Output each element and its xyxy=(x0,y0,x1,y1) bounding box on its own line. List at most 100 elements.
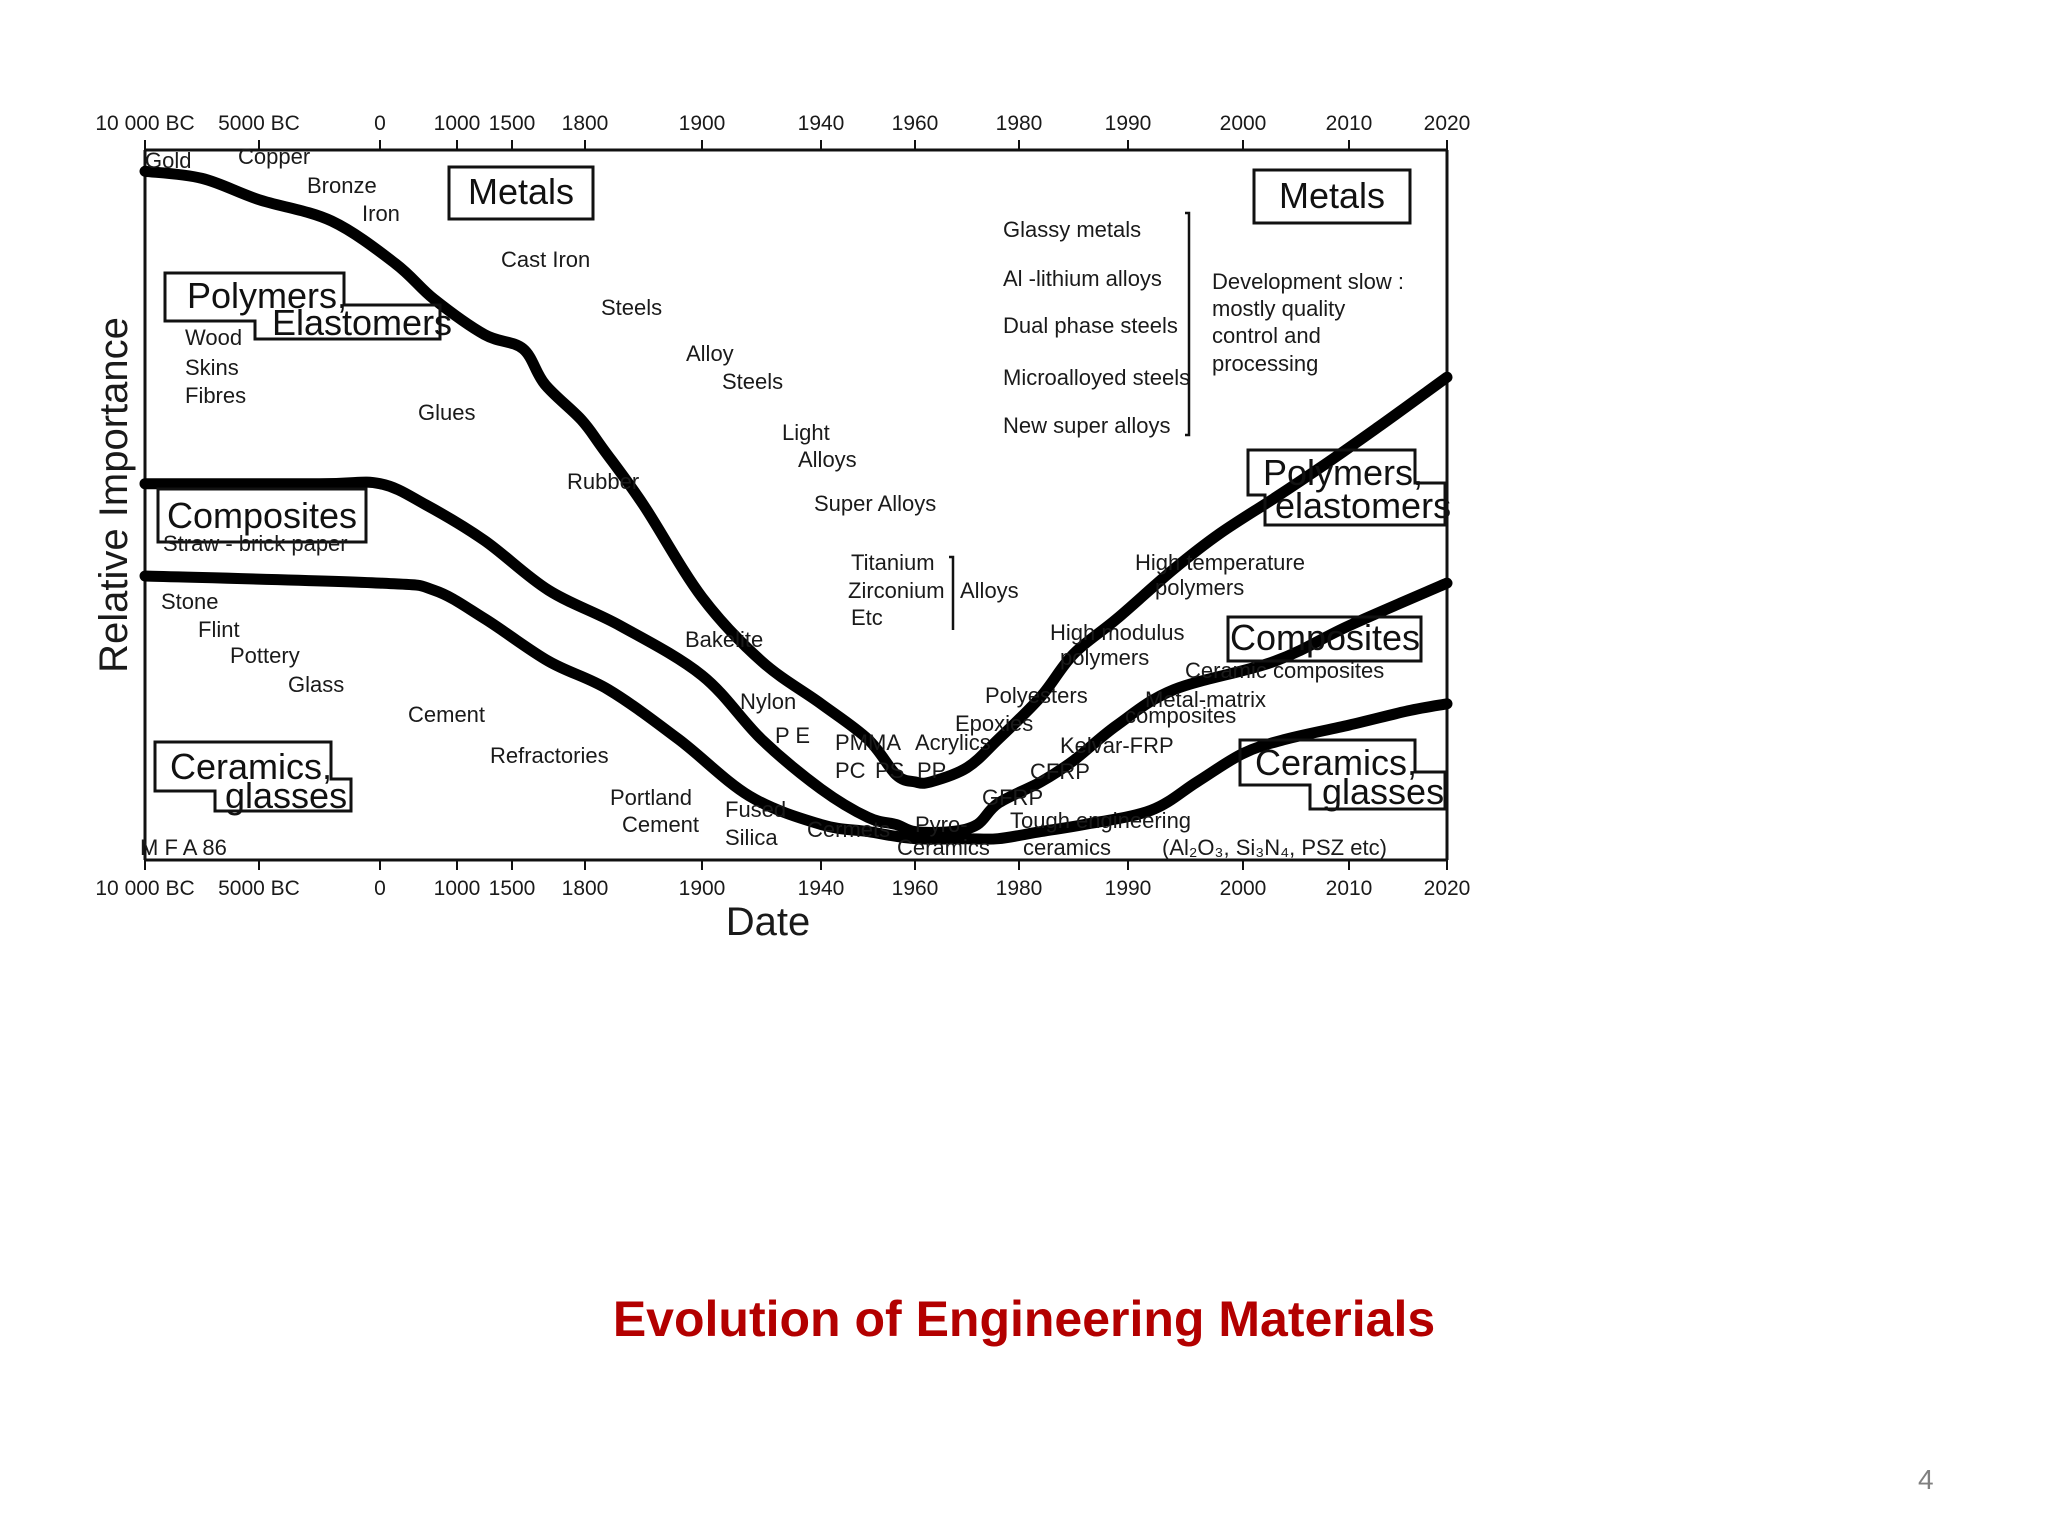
figure-caption: Evolution of Engineering Materials xyxy=(612,1291,1436,1347)
annotation: Cement xyxy=(408,702,485,727)
annotation: mostly quality xyxy=(1212,296,1345,321)
annotation: Polyesters xyxy=(985,683,1088,708)
bottom-tick-label: 5000 BC xyxy=(218,877,300,900)
top-tick-label: 5000 BC xyxy=(218,112,300,135)
top-tick-label: 1800 xyxy=(562,112,609,135)
svg-text:Metals: Metals xyxy=(468,171,574,212)
ceramics-box-left: Ceramics, glasses xyxy=(153,740,353,816)
annotation: Steels xyxy=(722,369,783,394)
top-tick-label: 1900 xyxy=(679,112,726,135)
annotation: Copper xyxy=(238,144,310,169)
composites-box-left: Composites xyxy=(156,487,368,544)
annotation: Iron xyxy=(362,201,400,226)
bottom-tick-label: 1800 xyxy=(562,877,609,900)
annotation: Development slow : xyxy=(1212,269,1404,294)
annotation: Straw - brick paper xyxy=(163,531,348,556)
chart-svg: 10 000 BC 5000 BC 0 1000 1500 1800 1900 1940 196… xyxy=(92,112,1470,944)
annotation: Glassy metals xyxy=(1003,217,1141,242)
annotation: Ceramic composites xyxy=(1185,658,1384,683)
bottom-tick-label: 2020 xyxy=(1424,877,1471,900)
annotation: Bronze xyxy=(307,173,377,198)
annotation: Alloys xyxy=(798,447,857,472)
top-tick-label: 1980 xyxy=(996,112,1043,135)
plot-frame xyxy=(143,148,1449,862)
annotation: Metal-matrix xyxy=(1145,687,1266,712)
polymers-box-left: Polymers, Elastomers xyxy=(163,271,452,343)
annotation: Alloys xyxy=(960,578,1019,603)
bottom-tick-label: 1000 xyxy=(434,877,481,900)
top-tick-label: 2010 xyxy=(1326,112,1373,135)
annotation: polymers xyxy=(1155,575,1244,600)
metals-box-left: Metals xyxy=(447,165,595,221)
materials-evolution-chart: 10 000 BC 5000 BC 0 1000 1500 1800 1900 1940 196… xyxy=(85,95,1965,1260)
annotation: Rubber xyxy=(567,469,639,494)
top-tick-label: 2000 xyxy=(1220,112,1267,135)
svg-text:Ceramics,: Ceramics, xyxy=(170,746,332,787)
polymers-box-right: Polymers, elastomers xyxy=(1246,448,1451,527)
annotation: Pyro- xyxy=(915,812,968,837)
annotation: Silica xyxy=(725,825,778,850)
top-tick-label: 1960 xyxy=(892,112,939,135)
annotation: New super alloys xyxy=(1003,413,1171,438)
annotation: Etc xyxy=(851,605,883,630)
annotation: Zirconium xyxy=(848,578,945,603)
annotation: (Al₂O₃, Si₃N₄, PSZ etc) xyxy=(1162,835,1387,860)
annotation: Light xyxy=(782,420,830,445)
annotation: Pottery xyxy=(230,643,300,668)
bottom-tick-label: 10 000 BC xyxy=(95,877,194,900)
annotation: PS xyxy=(875,758,904,783)
composites-box-right: Composites xyxy=(1226,615,1423,663)
annotation: Cement xyxy=(622,812,699,837)
bottom-axis-ticks: 10 000 BC 5000 BC 0 1000 1500 1800 1900 1940 196… xyxy=(95,860,1470,900)
annotation: Refractories xyxy=(490,743,609,768)
bottom-tick-label: 1980 xyxy=(996,877,1043,900)
page-number: 4 xyxy=(1918,1464,1934,1495)
bottom-tick-label: 1900 xyxy=(679,877,726,900)
author-note: M F A 86 xyxy=(140,835,227,860)
top-tick-label: 10 000 BC xyxy=(95,112,194,135)
ceramics-box-right: Ceramics, glasses xyxy=(1238,738,1447,812)
y-axis-title: Relative Importance xyxy=(92,317,136,673)
annotation: ceramics xyxy=(1023,835,1111,860)
material-annotations: Gold Copper Bronze Iron Cast Iron Steels… xyxy=(145,144,1404,860)
annotation: GFRP xyxy=(982,785,1043,810)
svg-text:glasses: glasses xyxy=(1322,771,1444,812)
bottom-tick-label: 0 xyxy=(374,877,386,900)
annotation: High temperature xyxy=(1135,550,1305,575)
top-tick-label: 0 xyxy=(374,112,386,135)
annotation: Glues xyxy=(418,400,475,425)
annotation: Glass xyxy=(288,672,344,697)
top-tick-label: 1000 xyxy=(434,112,481,135)
svg-text:glasses: glasses xyxy=(225,775,347,816)
annotation: Fibres xyxy=(185,383,246,408)
annotation: High modulus xyxy=(1050,620,1185,645)
svg-text:Polymers,: Polymers, xyxy=(1263,452,1423,493)
svg-text:Composites: Composites xyxy=(167,495,357,536)
top-tick-label: 1990 xyxy=(1105,112,1152,135)
annotation: polymers xyxy=(1060,645,1149,670)
annotation: Cermets xyxy=(807,817,890,842)
annotation: Tough engineering xyxy=(1010,808,1191,833)
annotation: Portland xyxy=(610,785,692,810)
annotation: Titanium xyxy=(851,550,935,575)
annotation: Microalloyed steels xyxy=(1003,365,1190,390)
annotation: Alloy xyxy=(686,341,734,366)
annotation: Dual phase steels xyxy=(1003,313,1178,338)
top-tick-label: 1500 xyxy=(489,112,536,135)
bottom-tick-label: 2000 xyxy=(1220,877,1267,900)
svg-text:Metals: Metals xyxy=(1279,175,1385,216)
bottom-tick-label: 2010 xyxy=(1326,877,1373,900)
annotation: Fused xyxy=(725,797,786,822)
annotation: CFRP xyxy=(1030,759,1090,784)
annotation: Stone xyxy=(161,589,219,614)
metals-lower-curve xyxy=(139,165,1453,789)
top-axis-ticks: 10 000 BC 5000 BC 0 1000 1500 1800 1900 1940 196… xyxy=(95,112,1470,150)
bottom-tick-label: 1500 xyxy=(489,877,536,900)
composites-lower-curve xyxy=(139,570,1453,845)
annotation: control and xyxy=(1212,323,1321,348)
svg-text:Elastomers: Elastomers xyxy=(272,302,452,343)
bottom-tick-label: 1940 xyxy=(798,877,845,900)
titanium-brace xyxy=(949,555,955,630)
boundary-curves xyxy=(139,165,1453,845)
annotation: Ceramics xyxy=(897,835,990,860)
